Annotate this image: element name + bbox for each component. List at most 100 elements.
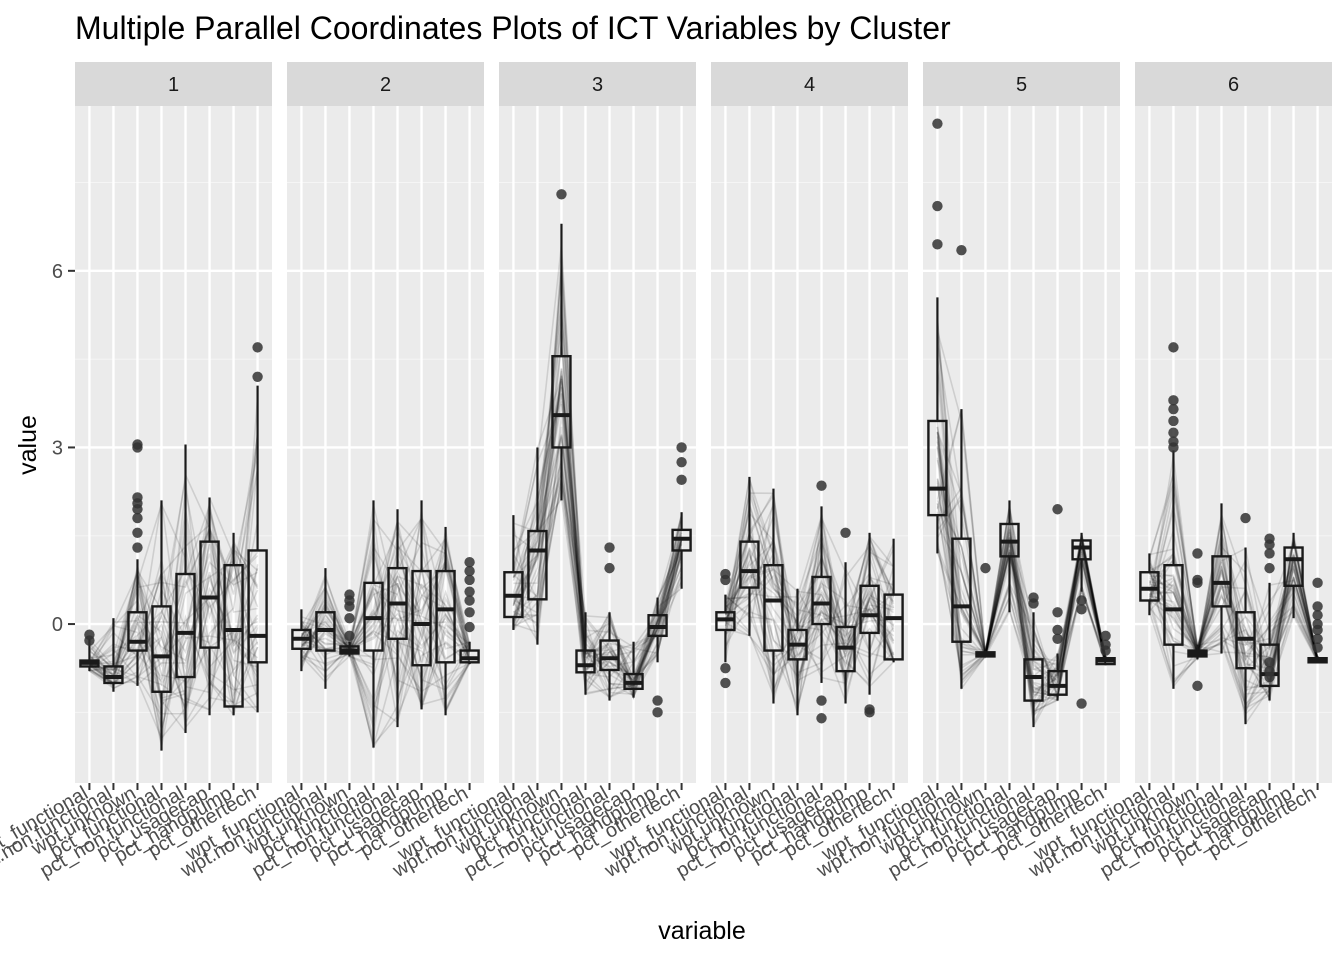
strip-background (923, 62, 1120, 106)
outlier-point (132, 542, 143, 553)
profile-line (1148, 540, 1319, 716)
outlier-point (1192, 574, 1203, 586)
outlier-point (1264, 657, 1275, 668)
profile-line (1148, 566, 1319, 689)
profile-line (1148, 554, 1319, 700)
box (103, 665, 124, 685)
profile-line (512, 343, 683, 680)
profile-lines (936, 316, 1107, 729)
profile-line (88, 586, 259, 702)
box (1047, 669, 1068, 696)
boxplot-wpt_functional (927, 118, 948, 554)
profile-lines (724, 477, 895, 715)
profile-line (1148, 509, 1319, 708)
profile-line (512, 377, 683, 698)
boxplot-pct_usagecap (1259, 533, 1280, 701)
outlier-point (1264, 562, 1275, 574)
profile-line (300, 534, 471, 691)
profile-line (89, 558, 259, 701)
profile-line (1148, 564, 1319, 663)
outlier-point (1052, 633, 1063, 644)
panel-background (287, 106, 484, 783)
y-tick-label: 0 (52, 614, 63, 636)
outlier-point (1192, 680, 1203, 692)
profile-line (936, 440, 1107, 700)
profile-line (936, 509, 1107, 696)
profile-line (89, 641, 259, 711)
profile-line (300, 606, 471, 706)
profile-line (936, 335, 1107, 713)
profile-line (300, 517, 471, 673)
profile-line (1148, 539, 1319, 726)
boxplot-wpt.non.functional (103, 618, 124, 692)
profile-line (936, 441, 1107, 697)
outlier-point (1192, 548, 1203, 559)
outlier-point (1312, 577, 1323, 589)
panel-background (711, 106, 908, 783)
outlier-point (1312, 642, 1323, 653)
boxplot-pct_non.functional (1235, 512, 1256, 725)
profile-line (301, 627, 471, 692)
profile-line (300, 521, 471, 653)
outlier-point (676, 474, 687, 486)
profile-line (936, 331, 1107, 717)
outlier-point (932, 200, 943, 212)
outlier-point (1168, 415, 1179, 427)
profile-line (1148, 557, 1319, 696)
profile-line (724, 485, 895, 685)
profile-line (512, 478, 683, 679)
profile-line (936, 447, 1107, 729)
profile-line (1148, 514, 1319, 685)
profile-line (724, 535, 894, 714)
box (739, 540, 760, 589)
profile-line (724, 548, 895, 709)
outlier-point (1076, 595, 1087, 606)
outlier-point (676, 456, 687, 468)
outlier-point (464, 595, 475, 606)
profile-line (300, 538, 471, 670)
profile-line (88, 577, 259, 713)
boxplot-pct_othertech (1095, 630, 1116, 666)
profile-line (1148, 549, 1319, 692)
outlier-point (1168, 342, 1179, 353)
box (811, 575, 832, 626)
profile-line (300, 582, 471, 710)
profile-line (88, 502, 258, 686)
profile-line (89, 543, 259, 708)
profile-line (89, 524, 258, 709)
strip-label: 1 (168, 74, 179, 96)
profile-line (936, 496, 1107, 680)
profile-line (1148, 565, 1319, 663)
profile-line (724, 492, 895, 696)
profile-line (936, 409, 1107, 698)
profile-line (1148, 539, 1319, 673)
profile-line (725, 569, 895, 677)
profile-line (1148, 527, 1319, 659)
outlier-point (932, 239, 943, 250)
profile-line (512, 269, 683, 699)
profile-line (1148, 518, 1319, 682)
profile-line (512, 294, 683, 697)
strip-background (499, 62, 696, 106)
outlier-point (1076, 698, 1087, 709)
boxplot-pct_non.functional (175, 444, 196, 733)
profile-line (88, 503, 259, 730)
boxplot-pct_functional (575, 612, 596, 695)
profile-line (88, 396, 259, 715)
profile-line (512, 368, 683, 694)
outlier-point (132, 512, 143, 524)
profile-line (724, 478, 895, 710)
profile-line (300, 574, 471, 715)
profile-line (936, 437, 1107, 683)
profile-line (300, 537, 471, 666)
profile-line (936, 422, 1107, 705)
profile-line (300, 520, 471, 710)
box (551, 354, 572, 449)
profile-line (88, 593, 258, 687)
profile-line (512, 378, 683, 687)
profile-line (936, 355, 1107, 717)
profile-line (301, 642, 471, 747)
profile-line (1148, 562, 1319, 663)
outlier-point (840, 527, 851, 539)
